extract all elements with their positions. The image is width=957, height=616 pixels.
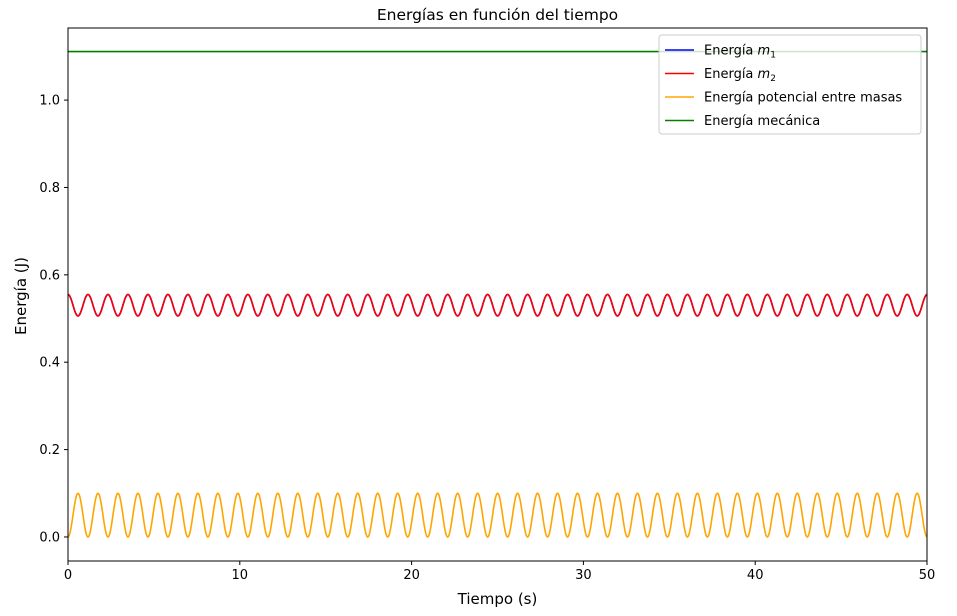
x-tick-label: 10: [232, 568, 249, 583]
x-tick-label: 20: [403, 568, 420, 583]
legend-box: [658, 34, 922, 135]
legend: Energía m1 Energía m2 Energía potencial en…: [658, 34, 922, 135]
legend-label: Energía m2: [704, 67, 776, 84]
y-tick-label: 0.8: [39, 181, 60, 196]
x-tick-label: 30: [575, 568, 592, 583]
chart-title: Energías en función del tiempo: [377, 6, 618, 24]
y-tick-label: 0.4: [39, 356, 60, 371]
x-tick-label: 50: [919, 568, 936, 583]
x-axis-label: Tiempo (s): [457, 590, 538, 608]
plot-frame: [67, 27, 928, 562]
y-tick-label: 0.0: [39, 530, 60, 545]
y-axis-label: Energía (J): [12, 257, 30, 335]
x-tick-label: 40: [747, 568, 764, 583]
y-tick-label: 1.0: [39, 94, 60, 109]
y-tick-label: 0.6: [39, 268, 60, 283]
series-line-1: [68, 293, 927, 317]
axes: 0 10 20 30 40 50 0.0 0.2 0.4 0.6 0.8 1.0: [39, 27, 936, 583]
legend-label: Energía mecánica: [704, 114, 820, 129]
y-tick-label: 0.2: [39, 443, 60, 458]
series-line-2: [68, 293, 927, 317]
x-tick-label: 0: [64, 568, 72, 583]
series-line-3: [68, 492, 927, 538]
legend-label: Energía m1: [704, 44, 776, 61]
legend-label: Energía potencial entre masas: [704, 91, 902, 106]
